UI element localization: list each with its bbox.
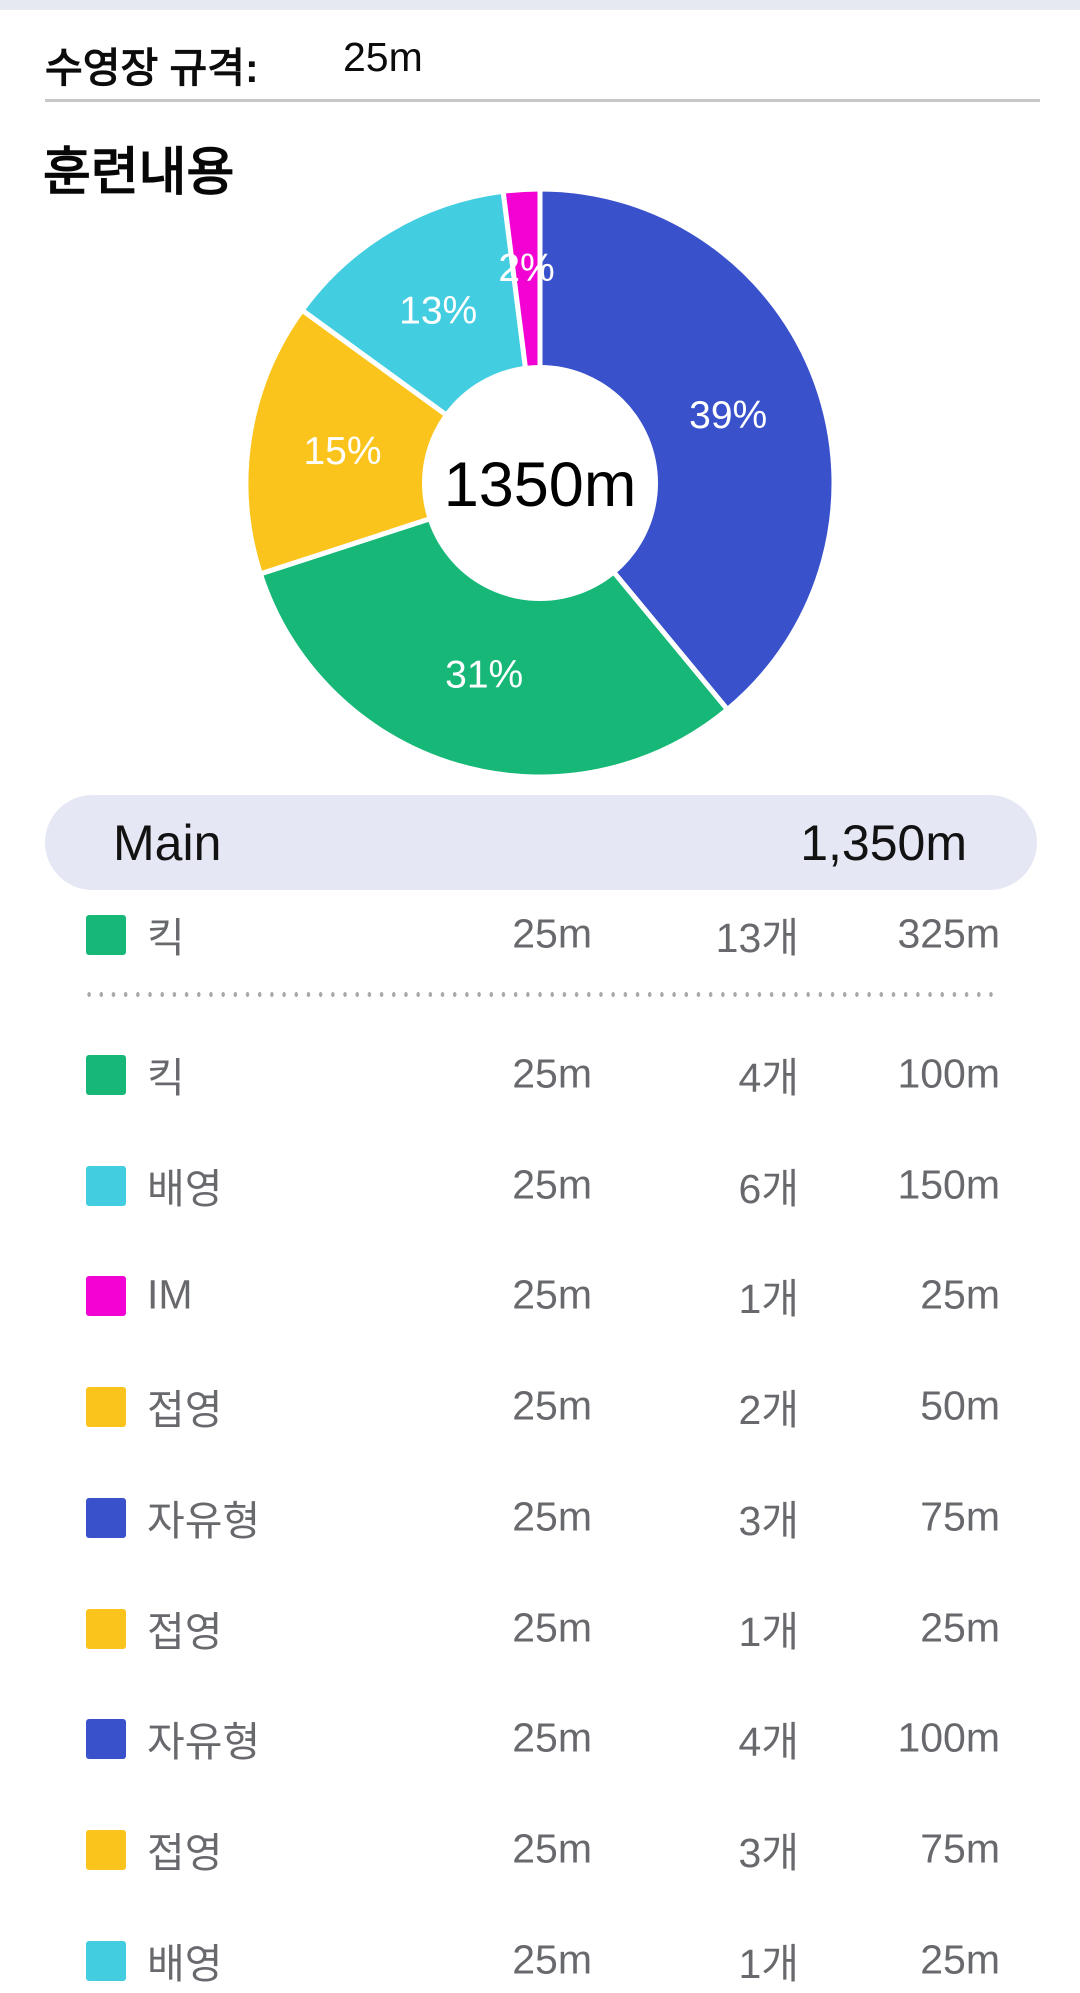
donut-percent-label: 31%: [445, 654, 523, 697]
donut-center-hole: [422, 365, 658, 601]
pool-spec-label: 수영장 규격:: [45, 45, 259, 91]
top-band: [0, 0, 1080, 10]
distance-total: 100m: [897, 1050, 1000, 1097]
lap-length: 25m: [512, 1050, 592, 1097]
donut-percent-labels: 39% 31% 15% 13% 2%: [303, 247, 767, 697]
set-row: 킥 25m 13개 325m: [0, 905, 1080, 965]
distance-total: 150m: [897, 1161, 1000, 1208]
lap-count: 3개: [738, 1497, 799, 1544]
stroke-label: 킥: [147, 914, 185, 961]
lap-length: 25m: [512, 1825, 592, 1872]
stroke-color-swatch: [86, 1055, 126, 1095]
stroke-color-swatch: [86, 1829, 126, 1870]
stroke-label: 배영: [147, 1940, 223, 1987]
stroke-color-swatch: [86, 1387, 126, 1428]
lap-length: 25m: [512, 1161, 592, 1208]
summary-total: 1,350m: [800, 814, 967, 871]
dotted-divider: [83, 990, 995, 999]
lap-length: 25m: [512, 1382, 592, 1429]
lap-count: 2개: [738, 1386, 799, 1433]
lap-length: 25m: [512, 910, 592, 957]
distance-total: 25m: [920, 1936, 1000, 1983]
section-title: 훈련내용: [43, 144, 235, 202]
lap-count: 1개: [738, 1608, 799, 1655]
stroke-label: 자유형: [147, 1718, 261, 1765]
set-row: 킥 25m 4개 100m: [0, 1045, 1080, 1105]
lap-length: 25m: [512, 1714, 592, 1761]
donut-slice-접영: [243, 307, 543, 577]
stroke-color-swatch: [86, 1608, 126, 1649]
stroke-label: IM: [147, 1271, 193, 1318]
summary-pill[interactable]: Main 1,350m: [45, 795, 1037, 890]
lap-count: 4개: [738, 1054, 799, 1101]
stroke-label: 자유형: [147, 1497, 261, 1544]
pool-spec-value: 25m: [343, 34, 423, 80]
donut-percent-label: 15%: [303, 430, 381, 473]
set-row: 배영 25m 6개 150m: [0, 1156, 1080, 1216]
stroke-color-swatch: [86, 1276, 126, 1317]
set-row: IM 25m 1개 25m: [0, 1266, 1080, 1326]
set-row: 배영 25m 1개 25m: [0, 1931, 1080, 1991]
lap-count: 13개: [715, 914, 799, 961]
set-row: 접영 25m 3개 75m: [0, 1820, 1080, 1880]
stroke-label: 접영: [147, 1386, 223, 1433]
stroke-color-swatch: [86, 1165, 126, 1206]
distance-total: 325m: [897, 910, 1000, 957]
distance-total: 25m: [920, 1604, 1000, 1651]
lap-length: 25m: [512, 1936, 592, 1983]
donut-chart-svg: 39% 31% 15% 13% 2% 1350m: [243, 186, 837, 780]
donut-percent-label: 39%: [689, 394, 767, 437]
stroke-label: 접영: [147, 1829, 223, 1876]
donut-slice-킥: [257, 480, 730, 780]
distance-total: 25m: [920, 1271, 1000, 1318]
header-divider: [45, 99, 1040, 102]
distance-total: 100m: [897, 1714, 1000, 1761]
stroke-label: 접영: [147, 1608, 223, 1655]
lap-length: 25m: [512, 1604, 592, 1651]
distance-total: 75m: [920, 1825, 1000, 1872]
stroke-label: 킥: [147, 1054, 185, 1101]
donut-percent-label: 2%: [498, 247, 554, 290]
set-row: 접영 25m 2개 50m: [0, 1377, 1080, 1437]
lap-count: 1개: [738, 1276, 799, 1323]
set-row: 자유형 25m 4개 100m: [0, 1709, 1080, 1769]
stroke-color-swatch: [86, 1497, 126, 1538]
lap-length: 25m: [512, 1271, 592, 1318]
lap-count: 4개: [738, 1718, 799, 1765]
lap-count: 6개: [738, 1165, 799, 1212]
stroke-color-swatch: [86, 915, 126, 955]
summary-title: Main: [113, 814, 222, 871]
stroke-color-swatch: [86, 1719, 126, 1760]
set-row: 자유형 25m 3개 75m: [0, 1488, 1080, 1548]
stroke-color-swatch: [86, 1940, 126, 1981]
set-row: 접영 25m 1개 25m: [0, 1599, 1080, 1659]
lap-length: 25m: [512, 1493, 592, 1540]
donut-center-label: 1350m: [444, 450, 637, 520]
donut-percent-label: 13%: [399, 289, 477, 332]
lap-count: 1개: [738, 1940, 799, 1987]
donut-chart: 39% 31% 15% 13% 2% 1350m: [240, 183, 840, 783]
distance-total: 50m: [920, 1382, 1000, 1429]
donut-slice-자유형: [537, 186, 837, 713]
lap-count: 3개: [738, 1829, 799, 1876]
distance-total: 75m: [920, 1493, 1000, 1540]
stroke-label: 배영: [147, 1165, 223, 1212]
